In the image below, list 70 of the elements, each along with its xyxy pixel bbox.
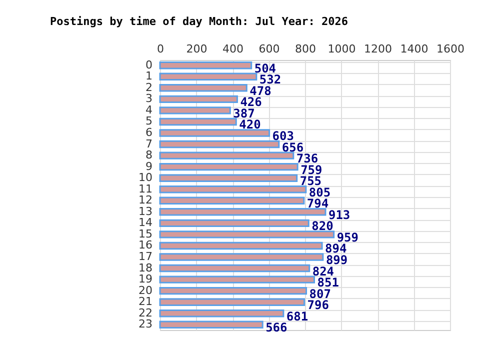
y-tick-label: 16 — [138, 238, 152, 252]
bar — [159, 286, 308, 295]
y-tick-label: 17 — [138, 250, 152, 264]
bar — [159, 106, 231, 114]
x-tick-label: 1200 — [364, 42, 392, 56]
bar — [159, 276, 315, 284]
y-tick-label: 20 — [138, 284, 152, 297]
x-tick-label: 1400 — [400, 42, 428, 56]
data-label: 566 — [266, 320, 288, 335]
y-tick-label: 4 — [146, 103, 152, 116]
y-tick-label: 10 — [138, 171, 152, 184]
data-label: 796 — [307, 298, 329, 312]
data-label: 420 — [239, 118, 261, 132]
bar — [159, 95, 238, 104]
y-tick-label: 22 — [138, 306, 152, 320]
bar — [159, 152, 294, 160]
data-label: 656 — [282, 140, 304, 154]
data-label: 603 — [272, 128, 294, 143]
x-tick-label: 800 — [295, 42, 316, 56]
y-tick-label: 23 — [138, 318, 152, 331]
data-label: 959 — [336, 230, 359, 244]
bar — [159, 253, 324, 261]
bar — [159, 298, 306, 306]
bar — [159, 118, 237, 126]
data-label: 820 — [312, 219, 334, 234]
bar — [159, 310, 284, 318]
y-tick-label: 7 — [146, 137, 152, 150]
y-tick-label: 5 — [146, 114, 152, 128]
bar — [159, 186, 307, 194]
y-tick-label: 15 — [138, 227, 152, 240]
bar — [159, 62, 252, 70]
bar — [159, 320, 264, 328]
x-tick-label: 1000 — [328, 42, 356, 56]
x-tick-label: 1600 — [436, 42, 464, 56]
bar — [159, 208, 326, 216]
y-tick-label: 21 — [138, 295, 152, 308]
bar — [159, 196, 305, 204]
bar — [159, 129, 270, 137]
bar — [159, 264, 310, 272]
data-label: 913 — [328, 208, 350, 222]
bar — [159, 230, 335, 238]
y-tick-label: 9 — [146, 160, 152, 173]
y-tick-label: 0 — [146, 58, 152, 72]
x-tick-label: 400 — [222, 42, 244, 56]
chart-title: Postings by time of day Month: Jul Year: 2026 — [50, 15, 348, 28]
bar — [159, 162, 298, 171]
bar — [159, 140, 280, 148]
bar — [159, 174, 298, 182]
y-tick-label: 11 — [138, 182, 152, 196]
y-tick-label: 8 — [146, 148, 152, 162]
y-tick-label: 18 — [138, 261, 152, 274]
x-tick-label: 600 — [258, 42, 280, 56]
y-tick-label: 19 — [138, 272, 152, 286]
data-label: 504 — [254, 61, 276, 76]
y-tick-label: 6 — [146, 126, 152, 139]
data-label: 681 — [286, 309, 308, 324]
y-tick-label: 13 — [138, 204, 152, 218]
y-tick-label: 14 — [138, 216, 152, 230]
x-tick-label: 200 — [186, 42, 208, 56]
x-tick-label: 0 — [157, 42, 164, 56]
bar — [159, 72, 258, 80]
y-tick-label: 1 — [146, 70, 152, 83]
data-label: 794 — [306, 196, 329, 211]
data-label: 894 — [325, 242, 347, 256]
bar — [159, 219, 310, 228]
bar — [159, 84, 248, 92]
bar — [159, 242, 323, 250]
y-tick-label: 2 — [146, 80, 152, 94]
y-tick-label: 3 — [146, 92, 152, 106]
y-tick-label: 12 — [138, 194, 152, 207]
